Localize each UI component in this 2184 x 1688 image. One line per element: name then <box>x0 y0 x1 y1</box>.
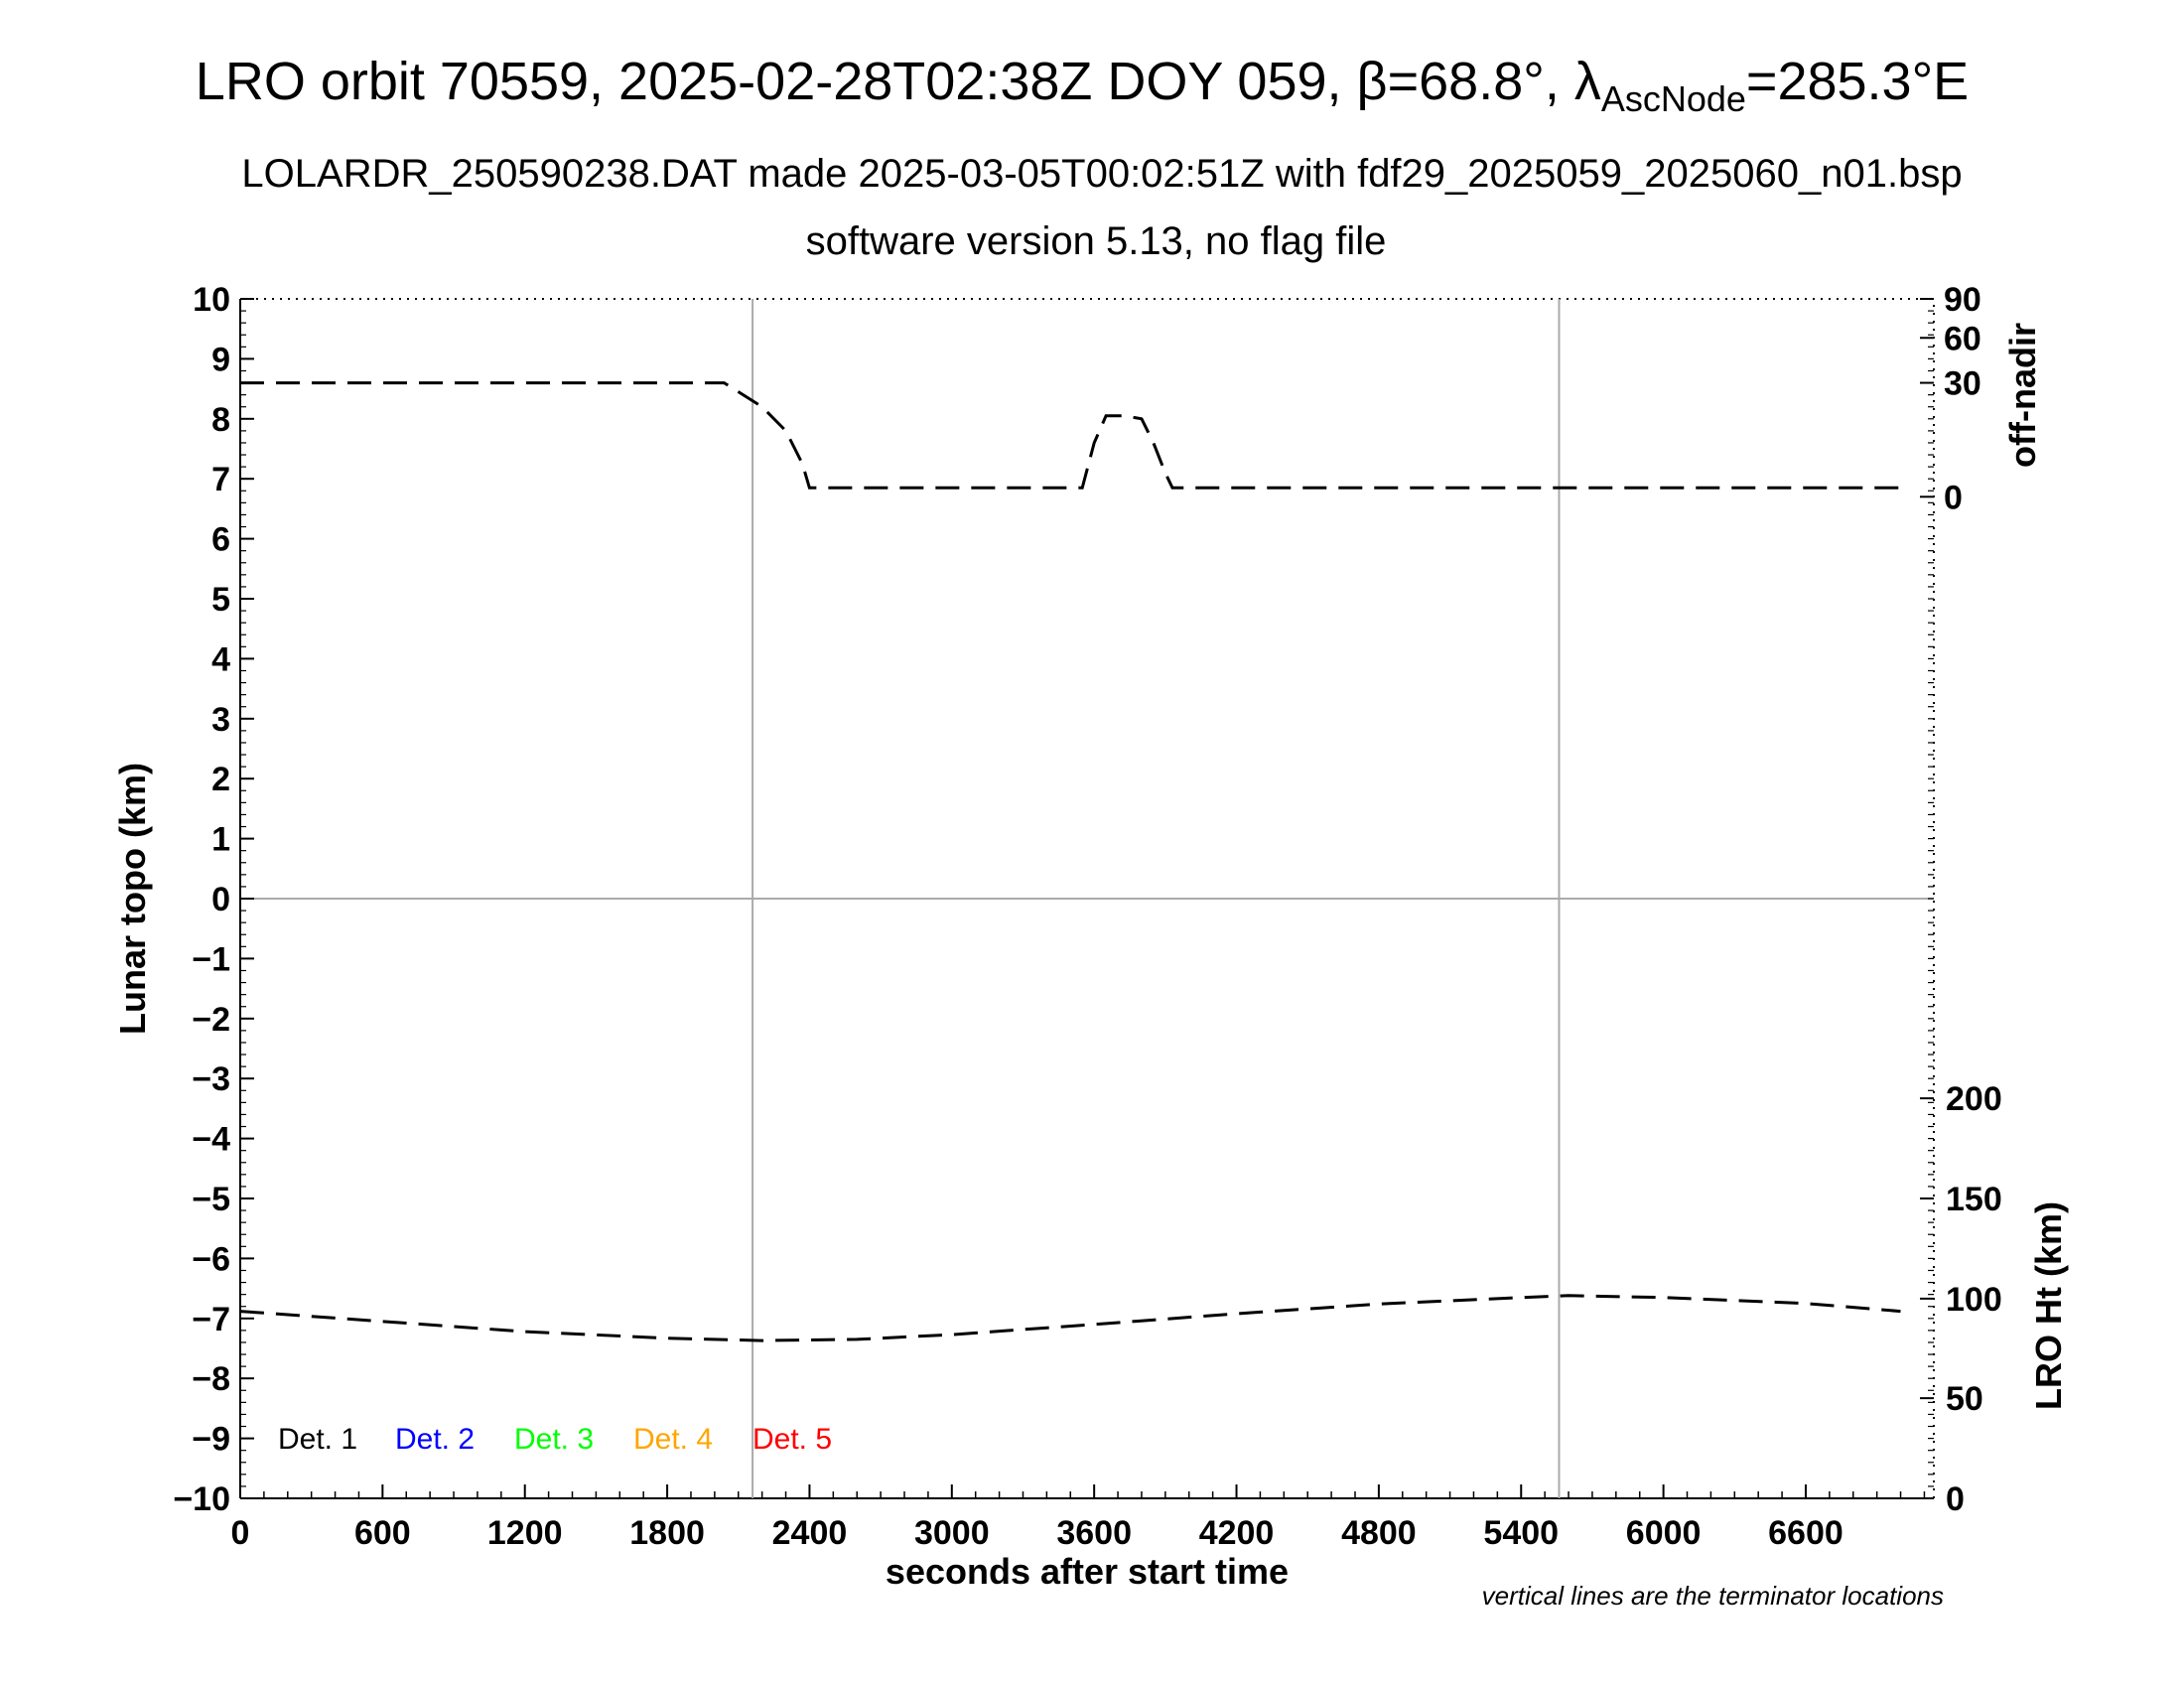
grid-layer <box>240 299 1934 1498</box>
title-beta: β=68.8°, <box>1357 52 1574 111</box>
series-layer <box>239 381 1901 1342</box>
y-tick-label: −4 <box>192 1121 230 1159</box>
y-tick-label: 3 <box>211 701 230 739</box>
y-tick-label: 8 <box>211 401 230 439</box>
off-nadir-label: off-nadir <box>2002 323 2043 468</box>
x-tick-label: 1800 <box>629 1514 705 1552</box>
y-tick-label: 6 <box>211 521 230 559</box>
chart-subtitle: LOLARDR_250590238.DAT made 2025-03-05T00… <box>241 152 1962 196</box>
x-tick-label: 3000 <box>914 1514 990 1552</box>
x-axis-label: seconds after start time <box>886 1551 1289 1592</box>
y-tick-label: −3 <box>192 1060 230 1098</box>
series-line-off-nadir <box>240 381 1901 490</box>
x-tick-label: 3600 <box>1056 1514 1132 1552</box>
y-tick-label: 0 <box>211 881 230 918</box>
terminator-note: vertical lines are the terminator locati… <box>1482 1581 1944 1611</box>
tick-layer: 0 600 1200 1800 2400 3000 3600 4200 4800 5400 6000… <box>173 281 2001 1552</box>
x-tick-label: 0 <box>231 1514 250 1552</box>
y-tick-label: 1 <box>211 821 230 859</box>
y-tick-label: −6 <box>192 1240 230 1278</box>
off-nadir-tick-label: 90 <box>1944 281 1981 319</box>
y-tick-label: 10 <box>193 281 230 319</box>
y-tick-label: −1 <box>192 940 230 978</box>
y-tick-label: 2 <box>211 761 230 798</box>
lro-ht-tick-label: 0 <box>1946 1480 1965 1518</box>
y-tick-label: −9 <box>192 1421 230 1459</box>
x-tick-label: 4800 <box>1341 1514 1417 1552</box>
x-tick-label: 6600 <box>1768 1514 1843 1552</box>
y-tick-label: −10 <box>173 1480 230 1518</box>
off-nadir-tick-label: 0 <box>1944 479 1963 516</box>
legend-item: Det. 5 <box>752 1423 832 1456</box>
x-tick-label: 2400 <box>772 1514 848 1552</box>
lro-ht-tick-label: 100 <box>1946 1281 2002 1319</box>
y-tick-label: −2 <box>192 1001 230 1039</box>
y-tick-label: −5 <box>192 1181 230 1218</box>
off-nadir-tick-label: 60 <box>1944 320 1981 357</box>
y-tick-label: −8 <box>192 1360 230 1398</box>
legend-item: Det. 3 <box>514 1423 594 1456</box>
legend: Det. 1 Det. 2 Det. 3 Det. 4 Det. 5 <box>278 1423 832 1456</box>
lro-ht-tick-label: 50 <box>1946 1380 1983 1418</box>
legend-item: Det. 2 <box>395 1423 475 1456</box>
y-tick-label: 7 <box>211 461 230 498</box>
x-tick-label: 4200 <box>1199 1514 1275 1552</box>
title-lambda-sub: AscNode <box>1601 78 1746 119</box>
lro-ht-tick-label: 150 <box>1946 1181 2002 1218</box>
off-nadir-tick-label: 30 <box>1944 365 1981 403</box>
lro-ht-label: LRO Ht (km) <box>2028 1201 2069 1410</box>
title-lambda-value: =285.3°E <box>1746 52 1969 111</box>
x-tick-label: 5400 <box>1483 1514 1559 1552</box>
y-tick-label: −7 <box>192 1301 230 1338</box>
title-lambda: λ <box>1574 52 1601 111</box>
chart-subtitle-2: software version 5.13, no flag file <box>806 219 1387 263</box>
title-prefix: LRO orbit 70559, 2025-02-28T02:38Z DOY 0… <box>196 52 1357 111</box>
legend-item: Det. 4 <box>633 1423 713 1456</box>
x-tick-label: 600 <box>354 1514 411 1552</box>
x-tick-label: 1200 <box>487 1514 563 1552</box>
y-tick-label: 5 <box>211 581 230 619</box>
y-axis-label: Lunar topo (km) <box>112 763 153 1035</box>
chart-title: LRO orbit 70559, 2025-02-28T02:38Z DOY 0… <box>196 52 1969 119</box>
series-line-lro-ht <box>239 1294 1901 1342</box>
lro-ht-tick-label: 200 <box>1946 1080 2002 1118</box>
x-tick-label: 6000 <box>1626 1514 1702 1552</box>
legend-item: Det. 1 <box>278 1423 357 1456</box>
y-tick-label: 4 <box>211 640 230 678</box>
y-tick-label: 9 <box>211 341 230 378</box>
